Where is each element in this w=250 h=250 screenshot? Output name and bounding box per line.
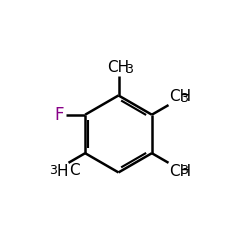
Text: F: F <box>55 106 64 124</box>
Text: 3: 3 <box>50 164 57 177</box>
Text: 3: 3 <box>125 63 133 76</box>
Text: CH: CH <box>169 89 191 104</box>
Text: 3: 3 <box>180 164 188 177</box>
Text: C: C <box>70 163 80 178</box>
Text: 3: 3 <box>180 92 188 105</box>
Text: H: H <box>56 164 68 178</box>
Text: CH: CH <box>107 60 129 76</box>
Text: CH: CH <box>169 164 191 178</box>
